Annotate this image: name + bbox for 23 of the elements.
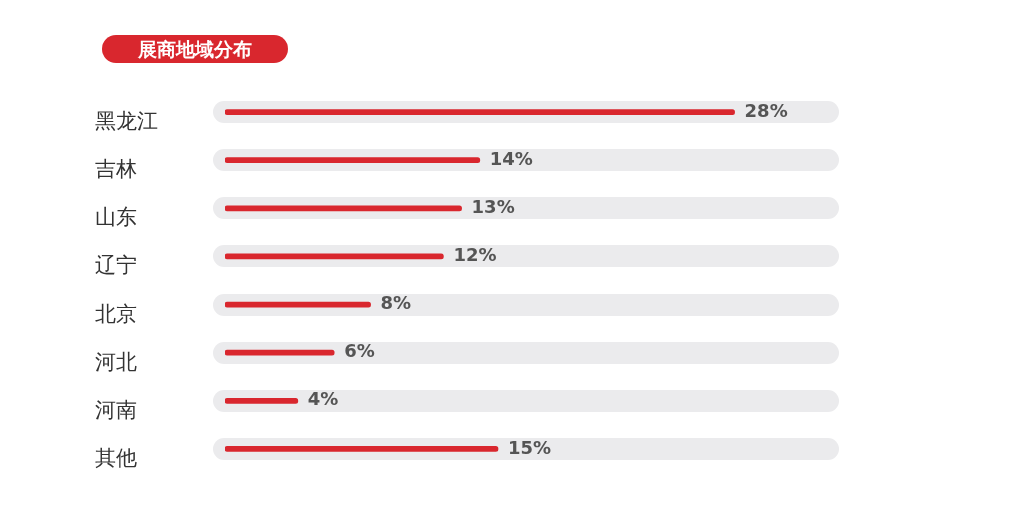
y-tick-label: 其他 xyxy=(95,445,137,470)
y-tick-label: 山东 xyxy=(95,205,137,230)
y-tick-label: 北京 xyxy=(95,301,137,326)
y-tick-label: 黑龙江 xyxy=(95,109,158,134)
y-tick-label: 河北 xyxy=(95,349,137,374)
bar xyxy=(225,349,335,356)
data-label: 13% xyxy=(471,195,515,217)
chart-title: 展商地域分布 xyxy=(102,35,288,63)
bar xyxy=(225,109,735,115)
data-label: 4% xyxy=(307,388,339,410)
data-label: 12% xyxy=(453,244,497,266)
data-label: 15% xyxy=(508,436,552,458)
data-label: 6% xyxy=(344,340,375,362)
y-tick-label: 河南 xyxy=(95,397,137,422)
bar xyxy=(225,157,481,164)
y-tick-label: 吉林 xyxy=(95,157,137,182)
data-label: 28% xyxy=(744,99,788,121)
bar xyxy=(225,446,499,452)
data-label: 8% xyxy=(380,292,412,314)
bar xyxy=(225,205,462,212)
y-tick-label: 辽宁 xyxy=(95,253,137,278)
bar xyxy=(225,397,299,404)
data-label: 14% xyxy=(489,147,533,169)
